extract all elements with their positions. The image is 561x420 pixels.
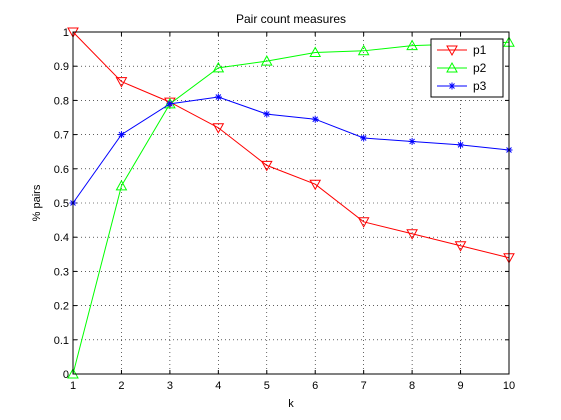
x-tick-label: 3 — [167, 380, 173, 392]
data-point-p2 — [212, 61, 225, 73]
legend-item-p2: p2 — [437, 61, 487, 75]
y-tick-labels: 0 0.1 0.2 0.3 0.4 0.5 0.6 0.7 0.8 0.9 1 — [54, 27, 69, 381]
plot-frame — [72, 31, 510, 375]
data-point-p1 — [357, 217, 370, 228]
data-point-p3 — [457, 141, 465, 149]
data-point-p3 — [311, 115, 319, 123]
data-point-p2 — [357, 44, 370, 56]
legend-label: p3 — [473, 79, 487, 93]
y-axis-label: % pairs — [31, 184, 43, 221]
x-tick-label: 8 — [409, 380, 415, 392]
data-point-p3 — [360, 134, 368, 142]
y-tick-label: 0.3 — [54, 266, 69, 278]
data-point-p2 — [309, 46, 322, 58]
y-tick-label: 0.5 — [54, 198, 69, 210]
legend-label: p2 — [473, 61, 487, 75]
data-point-p1 — [212, 123, 225, 134]
y-tick-label: 0.1 — [54, 335, 69, 347]
legend-marker — [446, 45, 458, 57]
data-point-p3 — [408, 137, 416, 145]
legend-label: p1 — [473, 43, 487, 57]
y-tick-label: 0.4 — [54, 232, 69, 244]
series-p3 — [69, 93, 513, 207]
x-tick-label: 10 — [503, 380, 515, 392]
y-tick-label: 0.9 — [54, 61, 69, 73]
data-point-p3 — [166, 100, 174, 108]
data-point-p1 — [454, 241, 467, 252]
x-tick-label: 1 — [70, 380, 76, 392]
data-point-p1 — [260, 160, 273, 172]
data-point-p2 — [260, 55, 273, 66]
grid-lines — [73, 32, 509, 374]
y-tick-label: 0.7 — [54, 130, 69, 142]
series-line-p1 — [72, 31, 510, 259]
y-tick-label: 0.6 — [54, 164, 69, 176]
chart-title: Pair count measures — [236, 12, 346, 26]
legend-marker — [446, 61, 458, 73]
x-tick-label: 7 — [361, 380, 367, 392]
data-point-p1 — [406, 229, 418, 240]
legend-marker — [448, 82, 456, 90]
series-line-p3 — [72, 96, 510, 204]
legend: p1 p2 p3 — [430, 38, 504, 98]
data-point-p2 — [406, 39, 418, 51]
x-tick-labels: 1 2 3 4 5 6 7 8 9 10 — [70, 380, 515, 392]
data-point-p1 — [309, 179, 322, 191]
y-tick-label: 1 — [63, 27, 69, 39]
data-point-p2 — [115, 179, 128, 191]
data-point-p1 — [115, 77, 128, 88]
y-tick-label: 0 — [63, 369, 69, 381]
x-axis-label: k — [288, 398, 294, 410]
y-tick-label: 0.8 — [54, 95, 69, 107]
data-point-p3 — [117, 131, 125, 139]
legend-item-p1: p1 — [437, 43, 487, 57]
legend-item-p3: p3 — [437, 79, 487, 93]
x-tick-label: 2 — [118, 380, 124, 392]
data-point-p3 — [263, 110, 271, 118]
x-tick-label: 9 — [457, 380, 463, 392]
x-tick-label: 5 — [264, 380, 270, 392]
data-point-p3 — [214, 93, 222, 101]
x-tick-label: 6 — [312, 380, 318, 392]
y-tick-label: 0.2 — [54, 301, 69, 313]
x-tick-label: 4 — [215, 380, 221, 392]
